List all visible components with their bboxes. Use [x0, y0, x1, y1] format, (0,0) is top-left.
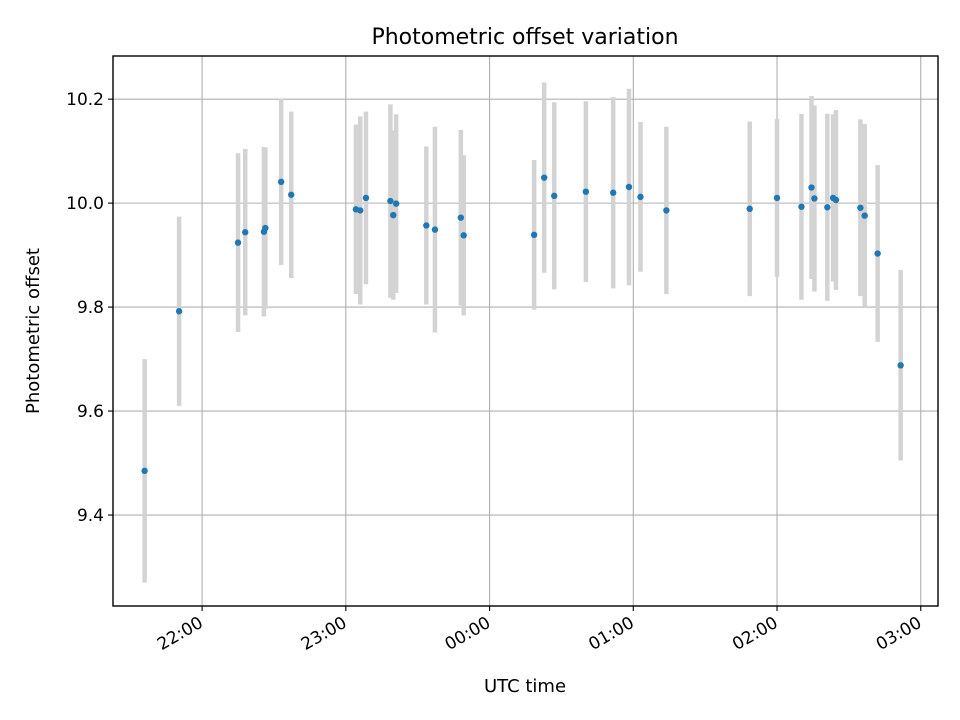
- data-point: [874, 250, 881, 257]
- data-point: [457, 214, 465, 221]
- data-point: [551, 192, 558, 200]
- y-tick-label: 9.4: [77, 506, 104, 526]
- data-point: [277, 178, 285, 186]
- data-point: [530, 231, 538, 239]
- data-point: [242, 229, 249, 236]
- data-point: [625, 183, 633, 191]
- x-axis-label: UTC time: [484, 676, 566, 697]
- data-point: [141, 467, 148, 475]
- plot-area-frame: [112, 55, 939, 607]
- data-point: [773, 194, 781, 202]
- y-tick-label: 10.2: [66, 90, 104, 110]
- data-point: [392, 200, 400, 207]
- data-point: [387, 197, 394, 205]
- data-point: [663, 207, 670, 214]
- data-point: [637, 193, 644, 201]
- data-point: [609, 189, 617, 196]
- data-point: [811, 195, 818, 202]
- y-axis-ticks: 9.4 9.6 9.8 10.0 10.2: [66, 90, 113, 526]
- y-tick-label: 9.8: [77, 298, 104, 318]
- data-point: [861, 212, 868, 219]
- data-point: [746, 205, 753, 213]
- data-point: [262, 224, 269, 232]
- data-point: [390, 211, 397, 219]
- y-tick-label: 9.6: [77, 402, 104, 422]
- data-point: [808, 184, 815, 191]
- data-point: [460, 232, 467, 239]
- y-axis-label: Photometric offset: [23, 248, 44, 414]
- data-point: [362, 194, 370, 202]
- data-point: [234, 239, 242, 246]
- data-point: [288, 191, 295, 198]
- data-points: [141, 174, 904, 475]
- data-point: [175, 308, 183, 315]
- data-point: [824, 204, 831, 211]
- data-point: [357, 207, 364, 214]
- data-point: [832, 196, 840, 204]
- data-point: [798, 203, 805, 210]
- y-tick-label: 10.0: [66, 194, 104, 214]
- data-point: [857, 204, 864, 211]
- data-point: [540, 174, 548, 181]
- chart-title: Photometric offset variation: [371, 25, 678, 50]
- data-point: [897, 362, 904, 369]
- data-point: [431, 226, 439, 233]
- data-point: [423, 222, 430, 229]
- data-point: [582, 188, 590, 195]
